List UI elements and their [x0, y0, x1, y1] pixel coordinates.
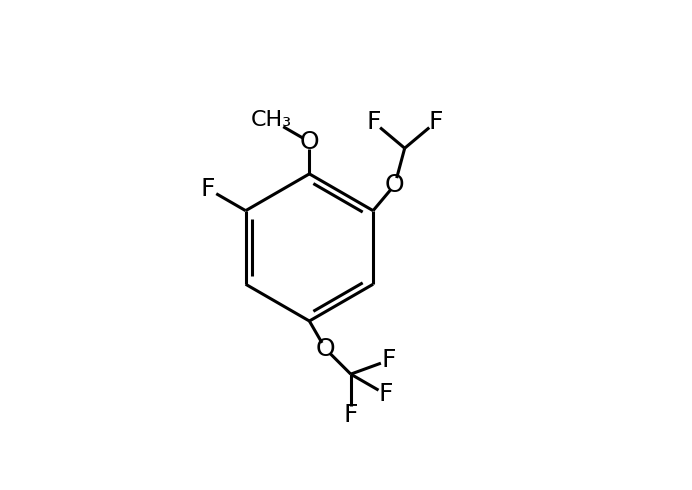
Text: F: F	[428, 110, 443, 134]
Text: O: O	[316, 337, 335, 361]
Text: F: F	[367, 110, 381, 134]
Text: F: F	[343, 402, 358, 426]
Text: F: F	[379, 382, 393, 406]
Text: F: F	[201, 177, 215, 201]
Text: F: F	[381, 348, 396, 372]
Text: CH₃: CH₃	[251, 110, 292, 130]
Text: O: O	[385, 172, 405, 196]
Text: O: O	[300, 130, 319, 154]
